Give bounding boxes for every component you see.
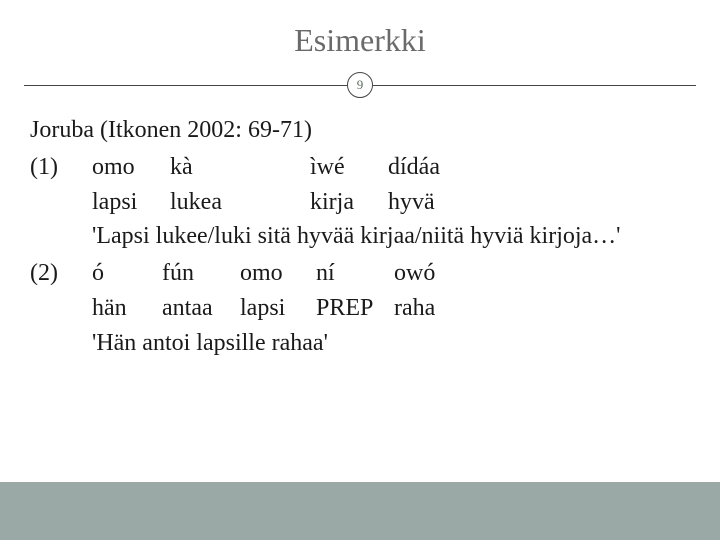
gloss-row-source: ó fún omo ní owó [92, 256, 690, 291]
divider-row: 9 [0, 71, 720, 99]
gloss-cell: antaa [162, 291, 240, 326]
slide-title: Esimerkki [0, 22, 720, 59]
title-area: Esimerkki [0, 0, 720, 71]
content-area: Joruba (Itkonen 2002: 69-71) (1) omo kà … [0, 99, 720, 361]
gloss-cell: omo [92, 150, 170, 185]
example-translation: 'Lapsi lukee/luki sitä hyvää kirjaa/niit… [92, 219, 690, 254]
gloss-cell: omo [240, 256, 316, 291]
example-body: ó fún omo ní owó hän antaa lapsi PREP ra… [92, 256, 690, 360]
slide: Esimerkki 9 Joruba (Itkonen 2002: 69-71)… [0, 0, 720, 540]
page-number: 9 [357, 77, 364, 93]
example-translation: 'Hän antoi lapsille rahaa' [92, 326, 690, 361]
gloss-row-source: omo kà ìwé dídáa [92, 150, 690, 185]
example-block: (2) ó fún omo ní owó hän antaa lapsi PRE… [30, 256, 690, 360]
gloss-cell: raha [394, 291, 474, 326]
gloss-cell: lapsi [92, 185, 170, 220]
gloss-cell: kirja [310, 185, 388, 220]
gloss-cell: ní [316, 256, 394, 291]
example-block: (1) omo kà ìwé dídáa lapsi lukea kirja h… [30, 150, 690, 254]
gloss-cell: fún [162, 256, 240, 291]
gloss-cell: lukea [170, 185, 310, 220]
example-number: (2) [30, 256, 92, 360]
gloss-cell: lapsi [240, 291, 316, 326]
gloss-cell: hyvä [388, 185, 488, 220]
footer-band [0, 480, 720, 540]
gloss-cell: ìwé [310, 150, 388, 185]
gloss-cell: PREP [316, 291, 394, 326]
gloss-cell: dídáa [388, 150, 488, 185]
source-citation: Joruba (Itkonen 2002: 69-71) [30, 113, 690, 148]
gloss-row-target: hän antaa lapsi PREP raha [92, 291, 690, 326]
gloss-cell: hän [92, 291, 162, 326]
page-number-badge: 9 [347, 72, 373, 98]
gloss-cell: owó [394, 256, 474, 291]
example-body: omo kà ìwé dídáa lapsi lukea kirja hyvä … [92, 150, 690, 254]
gloss-cell: kà [170, 150, 310, 185]
gloss-cell: ó [92, 256, 162, 291]
gloss-row-target: lapsi lukea kirja hyvä [92, 185, 690, 220]
example-number: (1) [30, 150, 92, 254]
